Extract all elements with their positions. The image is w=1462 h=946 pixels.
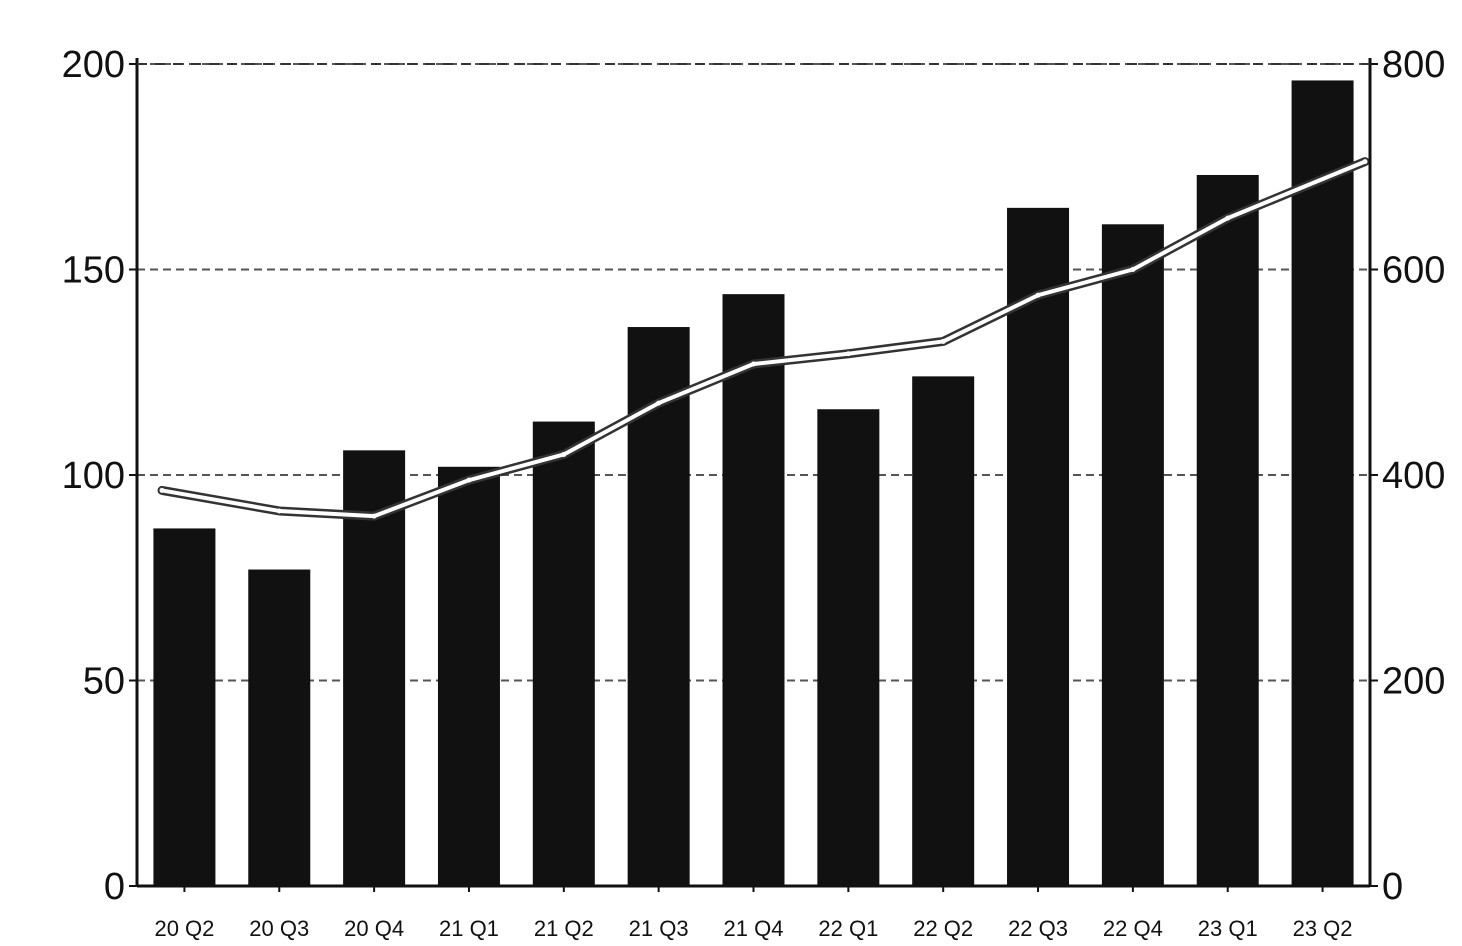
line-point <box>845 351 851 357</box>
line-point <box>561 451 567 457</box>
bar <box>532 421 595 886</box>
left-tick-label: 0 <box>104 866 125 908</box>
x-tick-label: 21 Q4 <box>724 916 784 941</box>
x-tick-label: 21 Q2 <box>534 916 594 941</box>
x-axis-ticks: 20 Q2 20 Q3 20 Q4 21 Q1 21 Q2 21 Q3 21 Q4 22 Q1… <box>154 886 1353 941</box>
left-tick-label: 50 <box>83 661 125 703</box>
bar <box>343 450 406 886</box>
bar <box>248 569 311 886</box>
bar <box>1007 207 1070 887</box>
line-point <box>276 508 282 514</box>
bar-series <box>153 80 1354 887</box>
right-tick-label: 200 <box>1382 661 1445 703</box>
x-tick-label: 20 Q3 <box>249 916 309 941</box>
line-point <box>466 477 472 483</box>
bar <box>627 327 690 886</box>
x-tick-label: 22 Q1 <box>818 916 878 941</box>
x-tick-label: 20 Q2 <box>154 916 214 941</box>
line-point <box>1130 267 1136 272</box>
bar <box>1291 80 1354 886</box>
right-tick-label: 800 <box>1382 44 1445 86</box>
x-tick-label: 22 Q2 <box>913 916 973 941</box>
right-tick-label: 600 <box>1382 250 1445 292</box>
bar <box>1196 174 1259 887</box>
left-tick-label: 100 <box>62 455 125 497</box>
left-tick-label: 200 <box>62 44 125 86</box>
line-point <box>159 487 165 493</box>
left-tick-label: 150 <box>62 250 125 292</box>
bar <box>153 528 216 886</box>
bar <box>437 466 500 886</box>
line-point <box>751 361 756 367</box>
right-tick-label: 0 <box>1382 866 1403 908</box>
bar <box>722 294 785 886</box>
x-tick-label: 22 Q4 <box>1103 916 1163 941</box>
line-point <box>1035 292 1041 298</box>
x-tick-label: 20 Q4 <box>344 916 404 941</box>
bar <box>912 376 975 886</box>
x-tick-label: 23 Q2 <box>1293 916 1353 941</box>
line-point <box>1225 215 1231 221</box>
bar <box>1101 224 1164 887</box>
right-tick-label: 400 <box>1382 455 1445 497</box>
left-axis-ticks: 0 50 100 150 200 <box>62 44 137 908</box>
x-tick-label: 21 Q3 <box>629 916 689 941</box>
line-point <box>940 338 946 344</box>
x-tick-label: 23 Q1 <box>1198 916 1258 941</box>
line-point <box>656 400 662 406</box>
line-series <box>157 157 1370 521</box>
line-point <box>371 513 377 519</box>
bar <box>817 409 880 886</box>
x-tick-label: 22 Q3 <box>1008 916 1068 941</box>
x-tick-label: 21 Q1 <box>439 916 499 941</box>
right-axis-ticks: 0 200 400 600 800 <box>1370 44 1445 908</box>
line-point <box>1362 159 1368 165</box>
